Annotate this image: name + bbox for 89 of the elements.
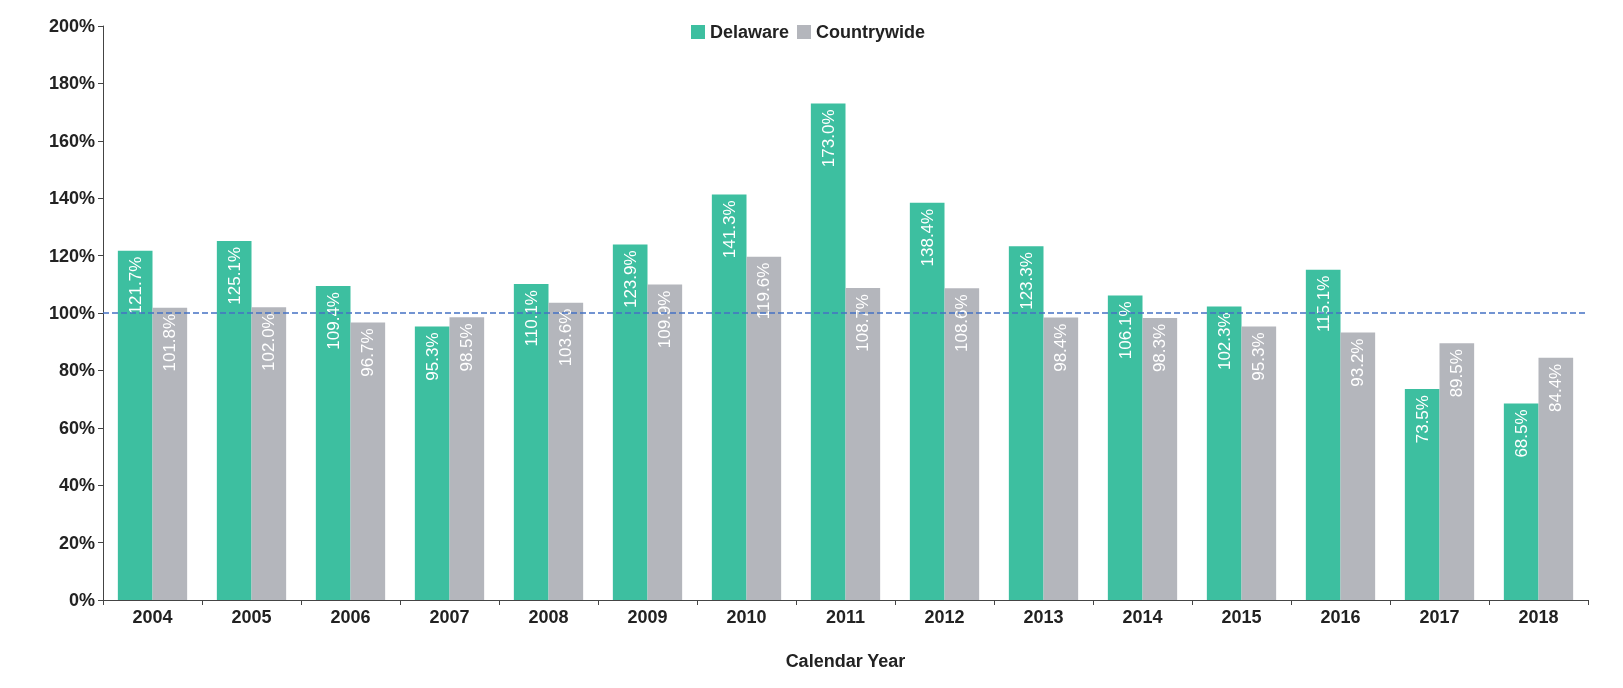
- x-tick-label: 2014: [1122, 607, 1163, 627]
- y-tick-label: 0%: [68, 590, 95, 610]
- bar: [1206, 306, 1242, 600]
- bar: [647, 284, 683, 600]
- y-tick-label: 200%: [48, 16, 95, 36]
- data-label: 141.3%: [719, 200, 739, 259]
- bar: [449, 317, 485, 600]
- bar: [612, 244, 648, 600]
- y-tick-label: 100%: [48, 303, 95, 323]
- x-tick-label: 2015: [1221, 607, 1262, 627]
- data-label: 173.0%: [818, 109, 838, 168]
- y-tick-label: 20%: [58, 532, 95, 553]
- data-label: 106.1%: [1115, 301, 1135, 360]
- bar: [1043, 317, 1079, 600]
- data-label: 101.8%: [160, 313, 180, 372]
- bar: [548, 302, 584, 600]
- data-label: 119.6%: [754, 262, 774, 320]
- y-tick-label: 160%: [48, 130, 95, 151]
- data-label: 89.5%: [1447, 349, 1467, 398]
- bar: [1404, 389, 1440, 600]
- x-tick-label: 2010: [726, 607, 767, 627]
- y-tick-label: 120%: [48, 245, 95, 266]
- x-tick-label: 2016: [1320, 607, 1361, 627]
- y-tick-label: 80%: [58, 360, 95, 381]
- data-label: 98.3%: [1150, 323, 1170, 373]
- data-label: 115.1%: [1313, 275, 1333, 333]
- data-label: 121.7%: [125, 256, 145, 315]
- data-label: 98.5%: [457, 323, 477, 372]
- y-tick-label: 180%: [48, 73, 95, 94]
- bar: [746, 256, 782, 600]
- data-label: 73.5%: [1412, 395, 1432, 444]
- data-label: 108.7%: [853, 294, 873, 352]
- data-label: 102.3%: [1214, 312, 1234, 371]
- x-tick-label: 2004: [132, 607, 173, 627]
- x-tick-label: 2005: [231, 607, 272, 627]
- data-label: 93.2%: [1348, 338, 1368, 387]
- bar: [1142, 317, 1178, 600]
- y-tick-label: 60%: [58, 417, 95, 438]
- x-tick-label: 2011: [825, 607, 866, 627]
- bar: [1340, 332, 1376, 600]
- x-axis-title: Calendar Year: [785, 651, 906, 671]
- data-label: 95.3%: [1249, 332, 1269, 381]
- bar: [315, 286, 351, 600]
- bar: [944, 288, 980, 600]
- y-tick-label: 140%: [48, 188, 95, 209]
- bar: [1503, 403, 1539, 600]
- bar: [1439, 343, 1475, 600]
- x-tick-label: 2013: [1023, 607, 1064, 627]
- bar: [909, 202, 945, 600]
- bar: [1008, 246, 1044, 600]
- x-tick-label: 2017: [1419, 607, 1460, 627]
- x-tick-label: 2012: [924, 607, 965, 627]
- bar: [711, 194, 747, 600]
- x-tick-label: 2008: [528, 607, 569, 627]
- x-tick-label: 2018: [1518, 607, 1559, 627]
- bar: [513, 284, 549, 600]
- bar: [414, 326, 450, 600]
- bar: [117, 250, 153, 600]
- legend-label: Countrywide: [816, 22, 926, 42]
- legend-label: Delaware: [709, 22, 790, 42]
- x-tick-label: 2009: [627, 607, 668, 627]
- data-label: 123.9%: [620, 250, 640, 309]
- bar: [1241, 326, 1277, 600]
- data-label: 123.3%: [1016, 252, 1036, 310]
- bar: [810, 103, 846, 600]
- bar: [216, 240, 252, 600]
- data-label: 84.4%: [1546, 363, 1566, 412]
- data-label: 109.4%: [323, 292, 343, 350]
- data-label: 95.3%: [422, 332, 442, 381]
- data-label: 109.9%: [655, 290, 675, 349]
- data-label: 98.4%: [1051, 323, 1071, 372]
- data-label: 108.6%: [952, 294, 972, 352]
- data-label: 96.7%: [358, 328, 378, 377]
- bar: [1107, 295, 1143, 600]
- data-label: 102.0%: [259, 313, 279, 371]
- data-label: 125.1%: [224, 246, 244, 305]
- y-tick-label: 40%: [58, 475, 95, 496]
- x-tick-label: 2007: [429, 607, 470, 627]
- data-label: 110.1%: [521, 290, 541, 347]
- bar: [251, 307, 287, 600]
- bar: [152, 307, 188, 600]
- data-label: 103.6%: [556, 308, 576, 367]
- data-label: 68.5%: [1511, 409, 1531, 458]
- data-label: 138.4%: [917, 208, 937, 267]
- x-tick-label: 2006: [330, 607, 371, 627]
- bar: [845, 288, 881, 600]
- bar: [1305, 269, 1341, 600]
- bar: [350, 322, 386, 600]
- bar: [1538, 357, 1574, 600]
